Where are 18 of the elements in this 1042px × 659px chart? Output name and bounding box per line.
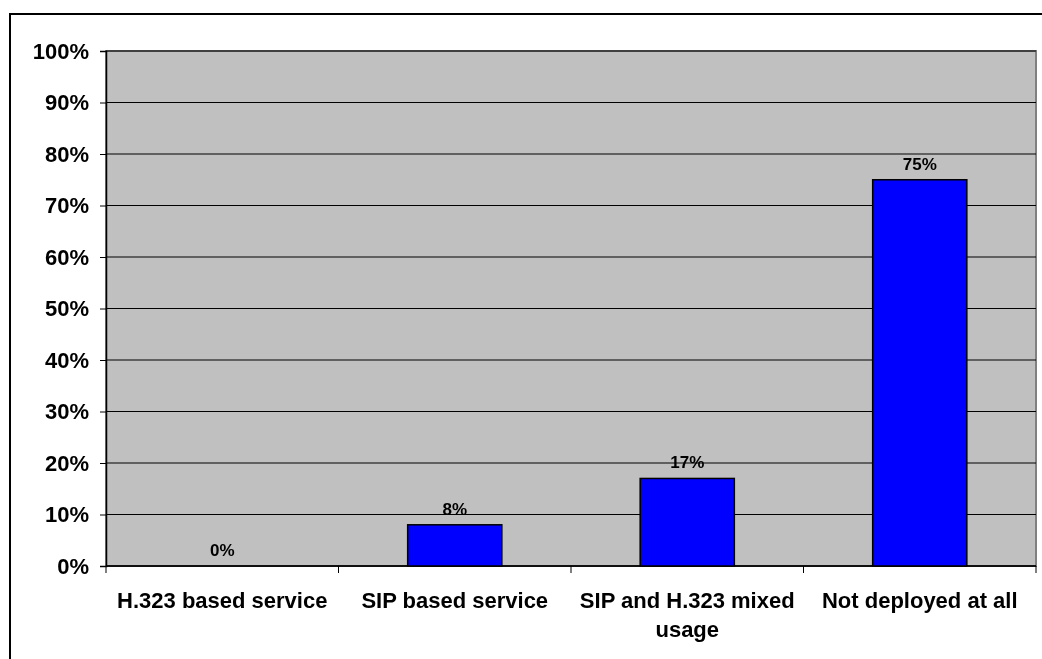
y-tick-label: 0% xyxy=(57,553,89,579)
y-tick-label: 80% xyxy=(44,141,89,167)
y-tick-label: 30% xyxy=(44,399,89,425)
data-label: 17% xyxy=(670,453,705,473)
x-tick-label: H.323 based service xyxy=(117,588,328,613)
x-tick-label: Not deployed at all xyxy=(821,588,1018,613)
data-label: 75% xyxy=(902,154,937,174)
y-tick-label: 100% xyxy=(32,38,89,64)
y-tick-label: 70% xyxy=(44,193,89,219)
y-tick-label: 40% xyxy=(44,347,89,373)
y-tick-label: 20% xyxy=(44,450,89,476)
data-label: 0% xyxy=(209,541,235,560)
y-tick-label: 90% xyxy=(44,90,89,116)
y-tick-label: 60% xyxy=(44,244,89,270)
y-tick-label: 10% xyxy=(44,502,89,528)
y-tick-label: 50% xyxy=(44,296,89,322)
x-tick-label: SIP based service xyxy=(361,588,549,613)
x-tick-label: SIP and H.323 mixed usage xyxy=(579,588,795,642)
